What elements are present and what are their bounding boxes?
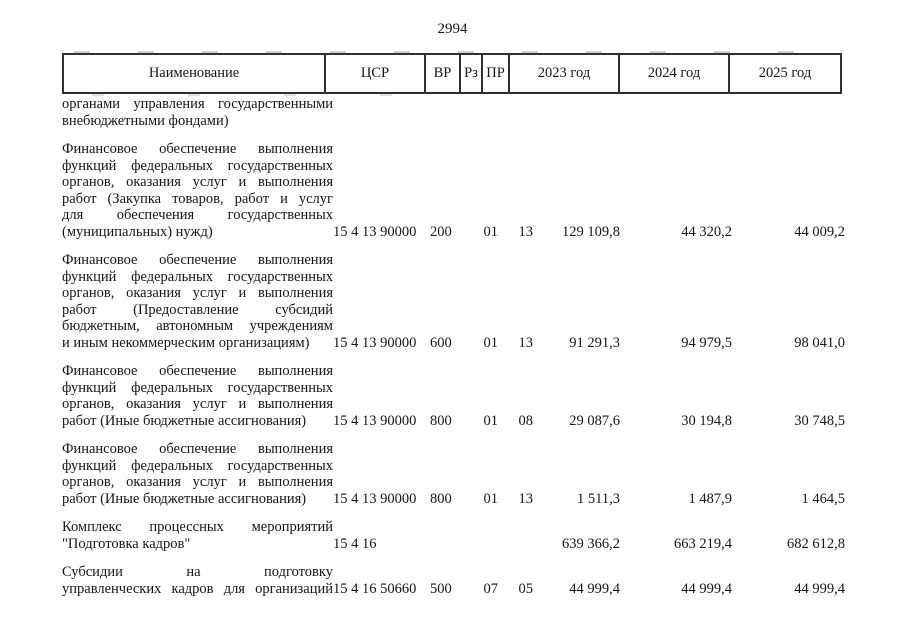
name-cell: Финансовое обеспечение выполнения функций…	[62, 252, 333, 351]
table-row: Финансовое обеспечение выполнения функций…	[62, 363, 845, 429]
csr-cell: 15 4 16	[333, 535, 377, 552]
amount-2023-cell: 91 291,3	[569, 334, 620, 351]
table-row: Финансовое обеспечение выполнения функций…	[62, 141, 845, 240]
column-header-2024: 2024 год	[620, 55, 730, 92]
name-line: работ (Закупка товаров, работ и услуг	[62, 190, 333, 207]
name-cell: Финансовое обеспечение выполнения функций…	[62, 441, 333, 507]
amount-2023-cell: 639 366,2	[562, 535, 620, 552]
pr-cell: 08	[518, 412, 534, 429]
column-header-pr: ПР	[483, 55, 510, 92]
amount-2023-cell: 29 087,6	[569, 412, 620, 429]
name-line: управленческих кадров для организаций	[62, 580, 333, 597]
amount-2024-cell: 663 219,4	[674, 535, 732, 552]
name-line: Финансовое обеспечение выполнения	[62, 252, 333, 268]
vr-cell: 800	[430, 412, 452, 429]
amount-2024-cell: 44 999,4	[681, 580, 732, 597]
name-cell: Финансовое обеспечение выполнения функций…	[62, 141, 333, 240]
name-line: функций федеральных государственных	[62, 157, 333, 174]
amount-2024-cell: 30 194,8	[681, 412, 732, 429]
name-line: органами управления государственными	[62, 96, 333, 112]
name-line: органов, оказания услуг и выполнения	[62, 396, 333, 412]
csr-cell: 15 4 16 50660	[333, 580, 417, 597]
amount-2023-cell: 1 511,3	[577, 490, 620, 507]
name-cell: Комплекс процессных мероприятий "Подготов…	[62, 519, 333, 552]
name-line: (муниципальных) нужд)	[62, 223, 213, 240]
amount-2023-cell: 129 109,8	[562, 223, 620, 240]
amount-2025-cell: 30 748,5	[794, 412, 845, 429]
vr-cell: 800	[430, 490, 452, 507]
amount-2025-cell: 1 464,5	[801, 490, 846, 507]
name-line: функций федеральных государственных	[62, 457, 333, 474]
rz-cell: 07	[483, 580, 499, 597]
table-row: Субсидии на подготовку управленческих кад…	[62, 564, 845, 597]
scan-artifact	[92, 94, 412, 96]
name-line: работ (Предоставление субсидий	[62, 301, 333, 318]
name-line: органов, оказания услуг и выполнения	[62, 474, 333, 490]
name-cell: органами управления государственными внеб…	[62, 96, 333, 129]
page-number: 2994	[437, 21, 468, 37]
table-body: органами управления государственными внеб…	[62, 96, 845, 609]
amount-2025-cell: 98 041,0	[794, 334, 845, 351]
vr-cell: 500	[430, 580, 452, 597]
column-header-vr: ВР	[426, 55, 461, 92]
name-line: Финансовое обеспечение выполнения	[62, 141, 333, 157]
scan-artifact	[74, 51, 834, 53]
name-line: органов, оказания услуг и выполнения	[62, 285, 333, 301]
amount-2024-cell: 94 979,5	[681, 334, 732, 351]
table-row: Финансовое обеспечение выполнения функций…	[62, 252, 845, 351]
vr-cell: 200	[430, 223, 452, 240]
csr-cell: 15 4 13 90000	[333, 412, 417, 429]
csr-cell: 15 4 13 90000	[333, 223, 417, 240]
amount-2024-cell: 44 320,2	[681, 223, 732, 240]
csr-cell: 15 4 13 90000	[333, 334, 417, 351]
amount-2025-cell: 44 999,4	[794, 580, 845, 597]
name-line: "Подготовка кадров"	[62, 535, 191, 552]
rz-cell: 01	[483, 223, 499, 240]
name-line: органов, оказания услуг и выполнения	[62, 174, 333, 190]
name-line: Субсидии на подготовку	[62, 564, 333, 580]
name-line: работ (Иные бюджетные ассигнования)	[62, 490, 307, 507]
pr-cell: 13	[518, 490, 534, 507]
name-line: для обеспечения государственных	[62, 207, 333, 223]
name-cell: Субсидии на подготовку управленческих кад…	[62, 564, 333, 597]
amount-2025-cell: 44 009,2	[794, 223, 845, 240]
table-row: органами управления государственными внеб…	[62, 96, 845, 129]
name-line: Финансовое обеспечение выполнения	[62, 441, 333, 457]
amount-2025-cell: 682 612,8	[787, 535, 845, 552]
csr-cell: 15 4 13 90000	[333, 490, 417, 507]
name-cell: Финансовое обеспечение выполнения функций…	[62, 363, 333, 429]
rz-cell: 01	[483, 412, 499, 429]
column-header-rz: Рз	[461, 55, 483, 92]
column-header-2023: 2023 год	[510, 55, 620, 92]
name-line: и иным некоммерческим организациям)	[62, 334, 310, 351]
name-line: Финансовое обеспечение выполнения	[62, 363, 333, 379]
rz-cell: 01	[483, 490, 499, 507]
vr-cell: 600	[430, 334, 452, 351]
name-line: бюджетным, автономным учреждениям	[62, 318, 333, 334]
name-line: внебюджетными фондами)	[62, 112, 229, 129]
name-line: Комплекс процессных мероприятий	[62, 519, 333, 535]
amount-2023-cell: 44 999,4	[569, 580, 620, 597]
name-line: функций федеральных государственных	[62, 268, 333, 285]
name-line: работ (Иные бюджетные ассигнования)	[62, 412, 307, 429]
table-row: Финансовое обеспечение выполнения функций…	[62, 441, 845, 507]
column-header-csr: ЦСР	[326, 55, 426, 92]
pr-cell: 13	[518, 223, 534, 240]
name-line: функций федеральных государственных	[62, 379, 333, 396]
column-header-name: Наименование	[64, 55, 326, 92]
rz-cell: 01	[483, 334, 499, 351]
table-header: Наименование ЦСР ВР Рз ПР 2023 год 2024 …	[62, 53, 842, 94]
pr-cell: 13	[518, 334, 534, 351]
table-row: Комплекс процессных мероприятий "Подготов…	[62, 519, 845, 552]
pr-cell: 05	[518, 580, 534, 597]
amount-2024-cell: 1 487,9	[688, 490, 733, 507]
column-header-2025: 2025 год	[758, 64, 812, 81]
